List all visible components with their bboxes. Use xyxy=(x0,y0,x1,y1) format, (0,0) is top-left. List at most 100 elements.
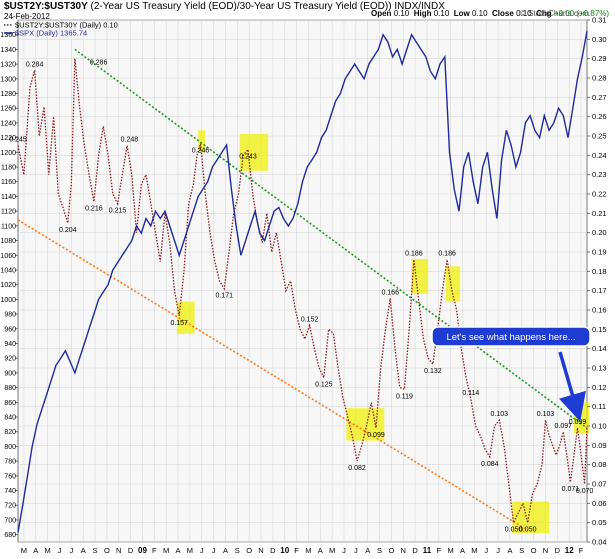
high-value: 0.10 xyxy=(433,9,450,18)
value-label: 0.103 xyxy=(537,411,555,418)
trend-lines xyxy=(17,48,588,531)
close-value: 0.10 xyxy=(516,9,532,18)
callout-text: Let's see what happens here... xyxy=(446,332,575,343)
left-tick-label: 1000 xyxy=(0,297,16,304)
right-tick-label: 0.09 xyxy=(592,441,607,450)
x-axis: M A M J J A S O N D 09 F M A M J J A S O N D 10 F M A M J J A S O N D 11 F M… xyxy=(21,546,584,555)
value-labels: 0.284 0.245 0.216 0.286 0.204 0.215 0.248 0.157… xyxy=(9,59,593,533)
left-tick-label: 860 xyxy=(4,400,16,407)
left-tick-label: 1300 xyxy=(0,76,16,83)
x-tick-label: N xyxy=(116,546,121,555)
left-tick-label: 1080 xyxy=(0,238,16,245)
x-tick-label: A xyxy=(460,546,465,555)
right-tick-label: 0.22 xyxy=(592,190,607,199)
value-label: 0.050 xyxy=(505,527,523,534)
left-tick-label: 1100 xyxy=(1,223,16,230)
left-tick-label: 900 xyxy=(4,370,16,377)
plot-area xyxy=(17,19,588,543)
left-tick-label: 980 xyxy=(4,312,16,319)
right-tick-label: 0.13 xyxy=(592,364,607,373)
chart-exchange: INDX/INDX xyxy=(394,1,445,12)
x-tick-label: A xyxy=(176,546,181,555)
right-tick-label: 0.15 xyxy=(592,325,607,334)
x-tick-label: M xyxy=(448,546,454,555)
value-label: 0.215 xyxy=(109,208,127,215)
x-tick-label: 09 xyxy=(138,546,147,555)
right-tick-label: 0.20 xyxy=(592,228,607,237)
left-tick-label: 1280 xyxy=(0,91,16,98)
x-tick-label: N xyxy=(401,546,406,555)
left-tick-label: 1320 xyxy=(0,62,16,69)
right-axis: 0.04 0.05 0.06 0.07 0.08 0.09 0.10 0.11 0.12 0.13… xyxy=(587,16,607,547)
x-tick-label: J xyxy=(484,546,488,555)
x-tick-label: O xyxy=(246,546,252,555)
x-tick-label: D xyxy=(270,546,276,555)
right-tick-label: 0.17 xyxy=(592,286,607,295)
left-tick-label: 1020 xyxy=(0,282,16,289)
x-tick-label: J xyxy=(212,546,216,555)
open-label: Open xyxy=(371,9,392,18)
right-tick-label: 0.23 xyxy=(592,170,607,179)
value-label: 0.119 xyxy=(396,393,413,400)
x-tick-label: M xyxy=(471,546,477,555)
value-label: 0.071 xyxy=(562,486,580,493)
x-tick-label: J xyxy=(354,546,358,555)
x-tick-label: N xyxy=(543,546,548,555)
right-tick-label: 0.14 xyxy=(592,344,607,353)
right-tick-label: 0.18 xyxy=(592,267,607,276)
open-value: 0.10 xyxy=(393,9,410,18)
x-tick-label: A xyxy=(318,546,323,555)
series-line-ratio xyxy=(17,58,588,525)
x-tick-label: J xyxy=(200,546,204,555)
left-tick-label: 680 xyxy=(4,532,16,539)
value-label: 0.152 xyxy=(301,316,319,323)
right-tick-label: 0.28 xyxy=(592,74,607,83)
gridlines xyxy=(18,19,587,543)
x-tick-label: D xyxy=(555,546,561,555)
value-label: 0.099 xyxy=(569,419,587,426)
x-tick-label: D xyxy=(412,546,418,555)
right-tick-label: 0.07 xyxy=(592,480,607,489)
stockcharts-watermark: © StockCharts.com xyxy=(519,9,589,18)
left-tick-label: 1220 xyxy=(0,135,16,142)
price-stats: Open 0.10 High 0.10 Low 0.10 Close 0.10 … xyxy=(371,9,609,18)
value-label: 0.157 xyxy=(170,320,188,327)
value-label: 0.070 xyxy=(576,488,594,495)
x-tick-label: O xyxy=(531,546,537,555)
value-label: 0.103 xyxy=(491,411,509,418)
value-label: 0.186 xyxy=(405,251,423,258)
left-tick-label: 820 xyxy=(4,429,16,436)
x-tick-label: A xyxy=(365,546,370,555)
left-tick-label: 1360 xyxy=(0,32,16,39)
right-tick-label: 0.10 xyxy=(592,422,607,431)
chart-title: $UST2Y:$UST30Y (2-Year US Treasury Yield… xyxy=(4,1,445,12)
left-axis: 680 700 720 740 760 780 800 820 840 860 880 900 920 9… xyxy=(0,32,18,539)
low-value: 0.10 xyxy=(472,9,488,18)
left-tick-label: 800 xyxy=(4,444,16,451)
x-tick-label: J xyxy=(69,546,73,555)
legend: $UST2Y:$UST30Y (Daily) 0.10$SPX (Daily) … xyxy=(4,21,118,38)
x-tick-label: A xyxy=(33,546,38,555)
chart-symbol: $UST2Y:$UST30Y xyxy=(4,1,88,12)
left-tick-label: 960 xyxy=(4,326,16,333)
left-tick-label: 920 xyxy=(4,356,16,363)
x-tick-label: O xyxy=(104,546,110,555)
right-tick-label: 0.11 xyxy=(592,402,606,411)
left-tick-label: 720 xyxy=(4,503,16,510)
highlight-box xyxy=(198,130,206,153)
left-tick-label: 1240 xyxy=(0,120,16,127)
value-label: 0.099 xyxy=(367,432,385,439)
x-tick-label: 10 xyxy=(280,546,289,555)
value-label: 0.082 xyxy=(348,465,366,472)
value-label: 0.132 xyxy=(424,368,442,375)
right-tick-label: 0.26 xyxy=(592,112,607,121)
change-label: Chg xyxy=(536,9,552,18)
series-lines xyxy=(17,30,588,533)
right-tick-label: 0.21 xyxy=(592,209,607,218)
left-tick-label: 1260 xyxy=(0,106,16,113)
value-label: 0.114 xyxy=(462,390,479,397)
right-tick-label: 0.12 xyxy=(592,383,607,392)
x-tick-label: M xyxy=(45,546,51,555)
annotation-callout: Let's see what happens here... xyxy=(431,326,591,422)
highlight-box xyxy=(411,258,429,294)
